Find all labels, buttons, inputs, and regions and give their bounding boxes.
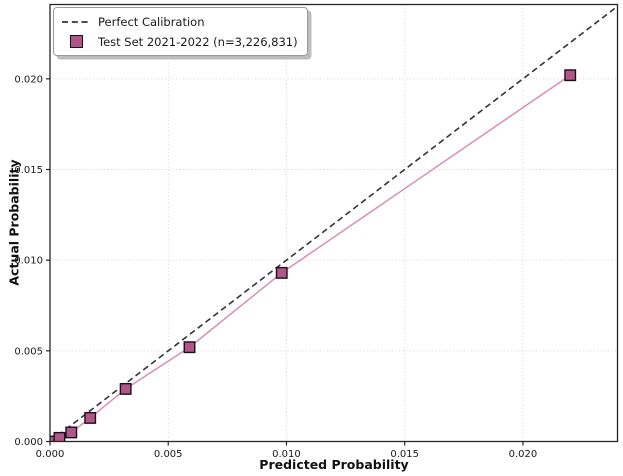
legend-label-perfect-calibration: Perfect Calibration	[98, 14, 205, 29]
x-tick-label: 0.020	[509, 449, 538, 460]
dashed-line-icon	[62, 19, 90, 25]
x-tick-label: 0.000	[36, 449, 65, 460]
legend-item-perfect-calibration: Perfect Calibration	[62, 13, 298, 30]
test-set-marker	[275, 266, 288, 279]
x-tick-label: 0.010	[272, 449, 301, 460]
y-tick-label: 0.020	[14, 74, 43, 85]
x-axis-title: Predicted Probability	[259, 457, 409, 472]
legend-item-test-set: Test Set 2021-2022 (n=3,226,831)	[62, 33, 298, 50]
test-set-marker	[119, 382, 132, 395]
test-set-marker	[65, 426, 78, 439]
y-tick-label: 0.015	[14, 165, 43, 176]
test-set-marker	[564, 69, 577, 82]
test-set-marker	[183, 341, 196, 354]
axes-frame	[49, 3, 619, 443]
test-set-marker	[53, 431, 66, 442]
x-tick-label: 0.005	[154, 449, 183, 460]
square-marker-icon	[62, 35, 90, 48]
perfect-calibration-line	[50, 5, 618, 442]
x-tick-label: 0.015	[390, 449, 419, 460]
y-tick-label: 0.000	[14, 437, 43, 448]
y-tick-label: 0.005	[14, 346, 43, 357]
y-tick-label: 0.010	[14, 256, 43, 267]
y-axis-title: Actual Probability	[6, 159, 22, 286]
legend-label-test-set: Test Set 2021-2022 (n=3,226,831)	[98, 34, 298, 49]
legend: Perfect Calibration Test Set 2021-2022 (…	[53, 7, 308, 56]
test-set-marker	[84, 411, 97, 424]
